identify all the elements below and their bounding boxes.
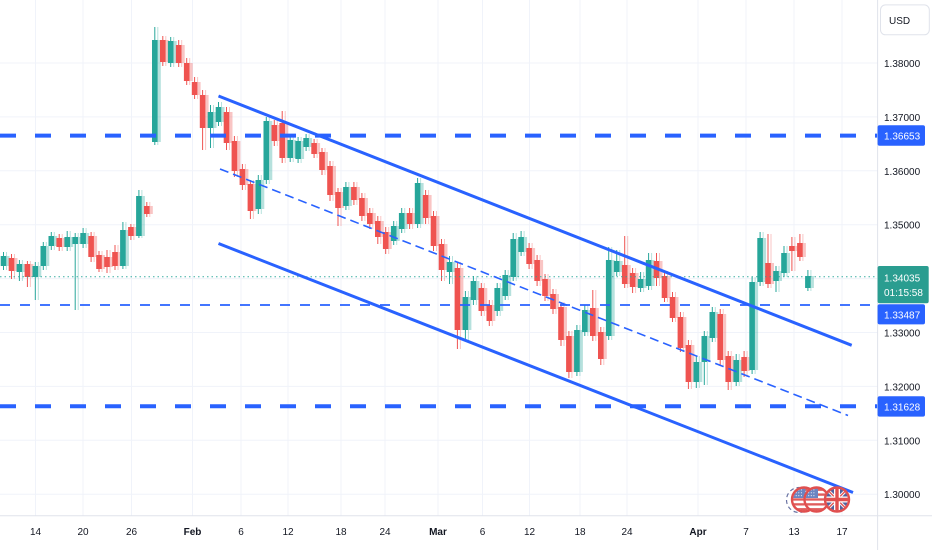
svg-text:1.32000: 1.32000 — [884, 382, 921, 393]
svg-text:26: 26 — [126, 527, 138, 538]
svg-text:24: 24 — [379, 527, 391, 538]
svg-text:12: 12 — [524, 527, 536, 538]
svg-text:1.35000: 1.35000 — [884, 221, 921, 232]
svg-text:6: 6 — [238, 527, 244, 538]
svg-text:20: 20 — [77, 527, 89, 538]
svg-text:Feb: Feb — [184, 527, 202, 538]
svg-text:12: 12 — [282, 527, 294, 538]
svg-text:6: 6 — [480, 527, 486, 538]
svg-text:USD: USD — [889, 16, 910, 27]
svg-text:13: 13 — [788, 527, 800, 538]
svg-text:1.33487: 1.33487 — [884, 310, 921, 321]
svg-text:1.36000: 1.36000 — [884, 167, 921, 178]
svg-text:1.36653: 1.36653 — [884, 132, 921, 143]
svg-text:14: 14 — [30, 527, 42, 538]
svg-text:7: 7 — [743, 527, 749, 538]
svg-text:1.34035: 1.34035 — [884, 273, 921, 284]
svg-text:Apr: Apr — [689, 527, 706, 538]
svg-text:17: 17 — [836, 527, 848, 538]
svg-text:1.33000: 1.33000 — [884, 329, 921, 340]
svg-text:1.31628: 1.31628 — [884, 402, 921, 413]
svg-text:24: 24 — [621, 527, 633, 538]
svg-text:1.30000: 1.30000 — [884, 490, 921, 501]
svg-text:1.37000: 1.37000 — [884, 113, 921, 124]
svg-text:1.31000: 1.31000 — [884, 436, 921, 447]
svg-text:1.38000: 1.38000 — [884, 59, 921, 70]
svg-text:Mar: Mar — [429, 527, 447, 538]
svg-text:01:15:58: 01:15:58 — [884, 288, 923, 299]
svg-text:18: 18 — [574, 527, 586, 538]
svg-text:18: 18 — [335, 527, 347, 538]
